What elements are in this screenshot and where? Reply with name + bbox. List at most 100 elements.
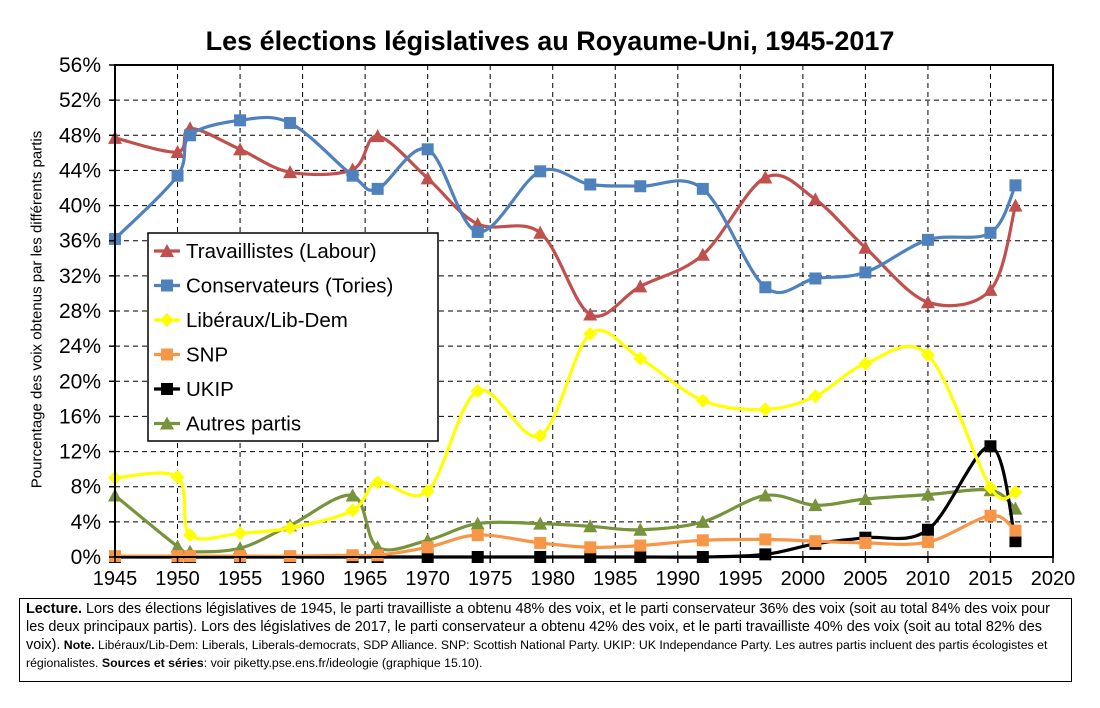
x-tick-label: 1990 xyxy=(656,568,701,590)
data-point xyxy=(370,129,385,143)
data-point xyxy=(1009,524,1022,537)
data-point xyxy=(633,522,648,536)
legend-swatch-marker xyxy=(160,313,174,327)
x-tick-label: 1945 xyxy=(93,568,138,590)
legend-label: Conservateurs (Tories) xyxy=(186,275,393,298)
data-point xyxy=(859,266,872,279)
x-tick-label: 1960 xyxy=(280,568,325,590)
y-tick-label: 24% xyxy=(59,335,101,358)
data-point xyxy=(584,178,597,191)
data-point xyxy=(233,526,248,541)
sources-label: Sources et séries xyxy=(98,656,204,670)
data-point xyxy=(583,307,598,321)
y-tick-label: 36% xyxy=(59,230,101,253)
data-point xyxy=(1009,179,1022,192)
data-point xyxy=(170,144,185,158)
x-tick-label: 1965 xyxy=(343,568,388,590)
data-point xyxy=(759,548,772,561)
data-point xyxy=(984,440,997,453)
x-tick-label: 2010 xyxy=(906,568,951,590)
data-point xyxy=(371,549,384,562)
data-point xyxy=(695,247,710,261)
data-point xyxy=(533,428,548,443)
legend-swatch-marker xyxy=(160,244,174,257)
data-point xyxy=(1008,198,1023,212)
data-point xyxy=(533,516,548,530)
y-tick-label: 16% xyxy=(59,405,101,428)
legend: Travaillistes (Labour) Conservateurs (Tor… xyxy=(147,232,439,442)
data-point xyxy=(233,142,248,156)
data-point xyxy=(583,519,598,533)
x-tick-label: 1985 xyxy=(593,568,638,590)
data-point xyxy=(858,492,873,506)
x-tick-label: 2005 xyxy=(843,568,888,590)
data-point xyxy=(634,180,647,193)
sources-text: : voir piketty.pse.ens.fr/ideologie (gra… xyxy=(203,656,483,670)
data-point xyxy=(170,470,185,485)
data-point xyxy=(421,541,434,554)
data-point xyxy=(583,326,598,341)
data-point xyxy=(633,351,648,366)
data-point xyxy=(859,536,872,549)
legend-label: Libéraux/Lib-Dem xyxy=(186,309,348,332)
x-tick-label: 2015 xyxy=(968,568,1013,590)
legend-swatch-marker xyxy=(160,416,174,430)
data-point xyxy=(371,182,384,195)
legend-label: Autres partis xyxy=(186,413,301,436)
data-point xyxy=(758,402,773,417)
data-point xyxy=(170,539,185,553)
legend-box xyxy=(147,232,439,442)
legend-swatch-marker xyxy=(161,383,173,395)
data-point xyxy=(420,484,435,499)
data-point xyxy=(471,225,484,238)
lecture-label: Lecture. xyxy=(26,601,82,617)
data-point xyxy=(345,488,360,502)
y-tick-label: 28% xyxy=(59,300,101,323)
data-point xyxy=(984,509,997,522)
note-text: Libéraux/Lib-Dem: Liberals, Liberals-dem… xyxy=(26,638,1048,670)
data-point xyxy=(534,536,547,549)
line-chart: 0% 4% 8% 12% 16% 20% 24% 28% 32% 36% 40% 44% 48% 52% 5… xyxy=(59,54,1075,590)
data-point xyxy=(283,165,298,179)
legend-label: UKIP xyxy=(186,378,234,401)
data-point xyxy=(471,529,484,542)
data-point xyxy=(921,233,934,246)
data-point xyxy=(183,528,198,543)
x-tick-label: 1955 xyxy=(218,568,263,590)
data-point xyxy=(346,169,359,182)
data-point xyxy=(920,347,935,362)
data-point xyxy=(370,475,385,490)
y-tick-label: 8% xyxy=(71,476,101,499)
y-tick-label: 4% xyxy=(71,511,101,534)
data-point xyxy=(808,192,823,206)
series-3 xyxy=(109,509,1022,563)
data-point xyxy=(470,516,485,530)
data-point xyxy=(696,534,709,547)
y-tick-label: 44% xyxy=(59,159,101,182)
data-point xyxy=(984,226,997,239)
data-point xyxy=(983,282,998,296)
y-tick-label: 0% xyxy=(71,546,101,569)
data-point xyxy=(921,536,934,549)
data-point xyxy=(809,272,822,285)
x-tick-label: 1975 xyxy=(468,568,513,590)
data-point xyxy=(284,116,297,129)
data-point xyxy=(759,533,772,546)
x-tick-label: 1995 xyxy=(718,568,763,590)
data-point xyxy=(234,114,247,127)
data-point xyxy=(920,487,935,501)
data-point xyxy=(920,295,935,309)
legend-label: SNP xyxy=(186,344,228,367)
data-point xyxy=(858,356,873,371)
y-tick-label: 56% xyxy=(59,54,101,77)
data-point xyxy=(858,240,873,254)
x-tick-label: 1980 xyxy=(530,568,575,590)
data-point xyxy=(809,535,822,548)
data-point xyxy=(696,182,709,195)
data-point xyxy=(584,541,597,554)
legend-label: Travaillistes (Labour) xyxy=(186,240,377,263)
data-point xyxy=(1008,484,1023,499)
data-point xyxy=(1009,535,1022,548)
y-axis-label: Pourcentage des voix obtenus par les dif… xyxy=(28,130,46,489)
y-tick-label: 52% xyxy=(59,89,101,112)
